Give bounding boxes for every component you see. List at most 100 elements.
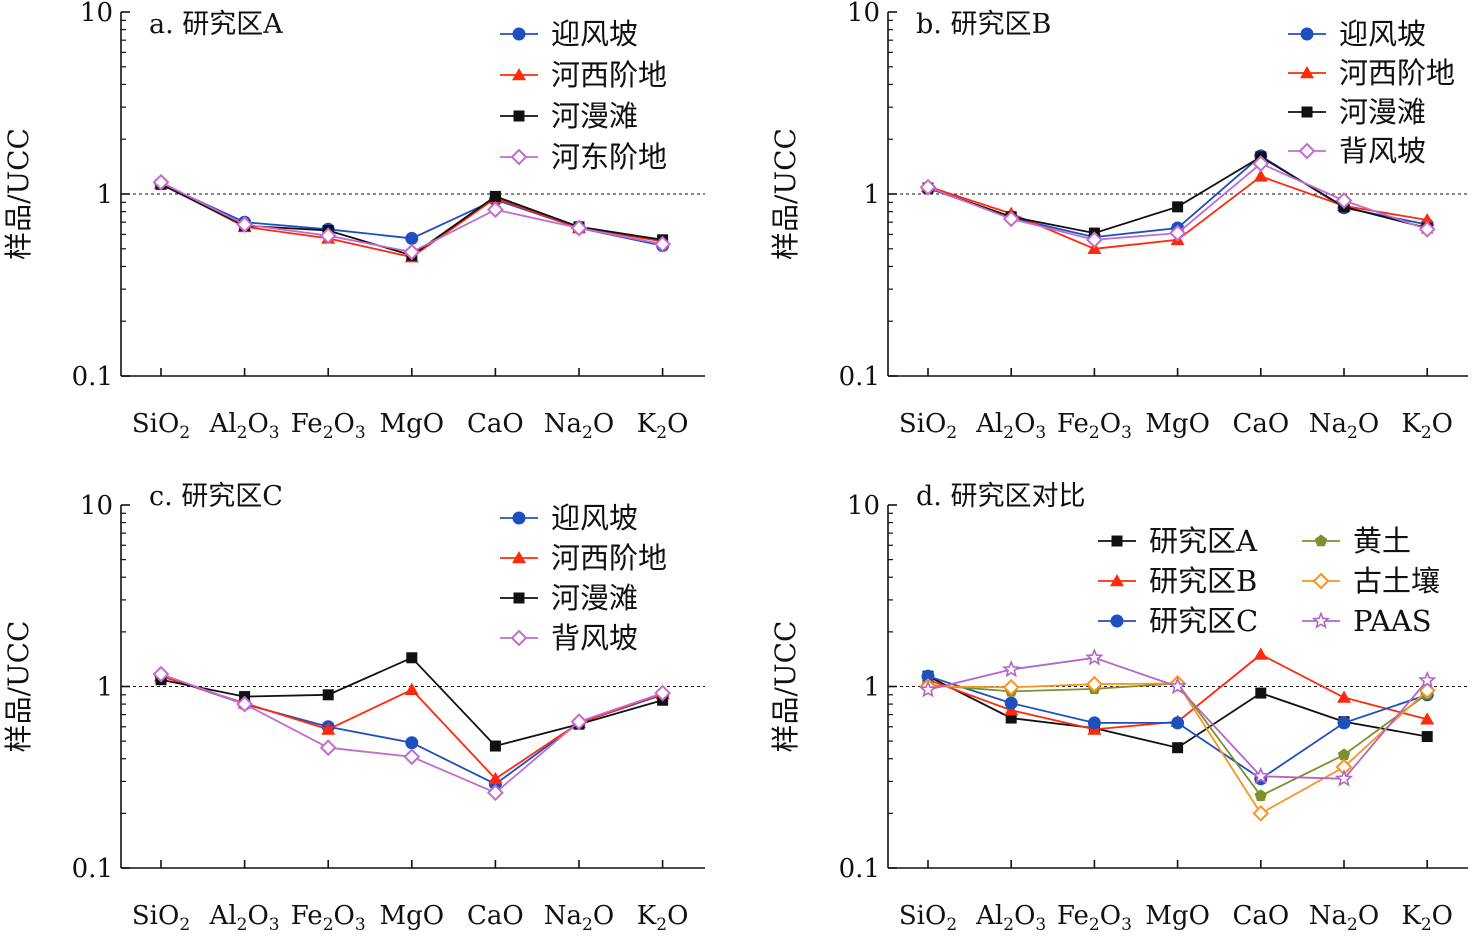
- data-point: [654, 235, 672, 253]
- data-point: [319, 739, 337, 757]
- y-tick-label: 1: [96, 673, 113, 703]
- data-point: [570, 219, 588, 237]
- legend-entry: 河东阶地: [500, 140, 667, 174]
- chart-panel-d: 10 1 0.1 SiO2 Al2O3 Fe2O3 MgO CaO Na2O K2O 样品/UCC d…: [769, 481, 1468, 935]
- data-point: [489, 740, 501, 752]
- legend-marker: [1301, 106, 1313, 118]
- legend-entry: 迎风坡: [1288, 17, 1426, 51]
- data-point: [1087, 716, 1101, 730]
- legend-marker: [512, 68, 526, 81]
- data-point: [322, 689, 334, 701]
- legend-entry: 迎风坡: [500, 501, 638, 535]
- y-axis-label: 样品/UCC: [769, 128, 802, 260]
- legend-label: 河西阶地: [551, 58, 667, 92]
- data-point: [488, 771, 503, 785]
- series-4: [152, 665, 672, 802]
- legend-label: 黄土: [1353, 524, 1411, 558]
- legend-label: 研究区C: [1149, 604, 1258, 638]
- data-point: [1169, 224, 1187, 242]
- x-tick-label: CaO: [467, 409, 524, 439]
- x-tick-label: Na2O: [1309, 409, 1379, 443]
- legend-label: 河漫滩: [551, 581, 638, 615]
- x-tick-label: MgO: [380, 409, 445, 439]
- x-tick-label: SiO2: [899, 409, 957, 443]
- x-tick-label: Al2O3: [975, 901, 1046, 935]
- y-tick-label: 0.1: [72, 854, 113, 884]
- y-tick-label: 10: [847, 0, 880, 28]
- legend-marker: [1110, 574, 1124, 587]
- legend-entry: 河漫滩: [1288, 95, 1426, 129]
- x-tick-label: Al2O3: [209, 901, 280, 935]
- legend-label: 河漫滩: [551, 99, 638, 133]
- panel-title: d. 研究区对比: [916, 481, 1085, 512]
- data-point: [403, 748, 421, 766]
- data-point: [1005, 712, 1017, 724]
- legend-label: 迎风坡: [1339, 17, 1426, 51]
- data-point: [1254, 789, 1267, 802]
- legend-entry: 黄土: [1302, 524, 1411, 558]
- x-tick-label: Fe2O3: [1057, 409, 1132, 443]
- data-point: [1420, 712, 1435, 725]
- x-tick-label: K2O: [637, 409, 689, 443]
- data-point: [1252, 804, 1270, 822]
- legend-marker: [1110, 614, 1124, 628]
- data-point: [1172, 201, 1184, 213]
- series-1: [154, 177, 670, 253]
- data-point: [1335, 192, 1353, 210]
- data-point: [1002, 210, 1020, 228]
- legend-label: 河西阶地: [1339, 56, 1455, 90]
- legend-marker: [512, 511, 526, 525]
- x-tick-label: K2O: [637, 901, 689, 935]
- legend-label: 河西阶地: [551, 541, 667, 575]
- data-point: [321, 722, 336, 735]
- data-point: [152, 173, 170, 191]
- x-tick-label: SiO2: [132, 901, 190, 935]
- legend-marker: [1300, 66, 1314, 79]
- x-tick-label: Na2O: [544, 409, 614, 443]
- x-tick-label: Fe2O3: [291, 409, 366, 443]
- data-point: [1337, 690, 1351, 703]
- legend-marker: [1312, 572, 1330, 590]
- data-point: [1168, 676, 1187, 695]
- legend-marker: [1311, 611, 1331, 629]
- x-tick-label: Al2O3: [209, 409, 280, 443]
- x-tick-label: CaO: [1232, 901, 1289, 931]
- data-point: [403, 243, 421, 261]
- data-point: [570, 713, 588, 731]
- y-tick-label: 10: [80, 491, 113, 521]
- legend-entry: 背风坡: [500, 621, 638, 655]
- legend-entry: 研究区B: [1098, 564, 1257, 598]
- legend-label: 研究区B: [1149, 564, 1257, 598]
- series-4: [919, 155, 1436, 249]
- y-tick-label: 0.1: [72, 362, 113, 392]
- data-point: [1251, 766, 1270, 785]
- x-tick-label: Fe2O3: [291, 901, 366, 935]
- data-point: [405, 736, 419, 750]
- legend-entry: 研究区A: [1098, 524, 1258, 558]
- data-point: [236, 695, 254, 713]
- x-tick-label: MgO: [380, 901, 445, 931]
- panel-title: a. 研究区A: [149, 9, 283, 40]
- y-tick-label: 0.1: [839, 854, 880, 884]
- data-point: [1171, 716, 1185, 730]
- data-point: [919, 178, 937, 196]
- panel-title: c. 研究区C: [149, 481, 283, 512]
- legend-label: 河漫滩: [1339, 95, 1426, 129]
- legend-entry: 古土壤: [1302, 564, 1440, 598]
- data-point: [486, 784, 504, 802]
- legend-marker: [510, 148, 528, 166]
- x-tick-label: SiO2: [899, 901, 957, 935]
- legend-entry: 迎风坡: [500, 17, 638, 51]
- legend-marker: [1300, 27, 1314, 41]
- legend-label: 迎风坡: [551, 501, 638, 535]
- data-point: [236, 216, 254, 233]
- legend-entry: 河漫滩: [500, 581, 638, 615]
- legend-entry: 河西阶地: [500, 541, 667, 575]
- legend-entry: 河漫滩: [500, 99, 638, 133]
- data-point: [489, 190, 501, 202]
- series-6: [918, 648, 1437, 787]
- x-tick-label: Na2O: [1309, 901, 1379, 935]
